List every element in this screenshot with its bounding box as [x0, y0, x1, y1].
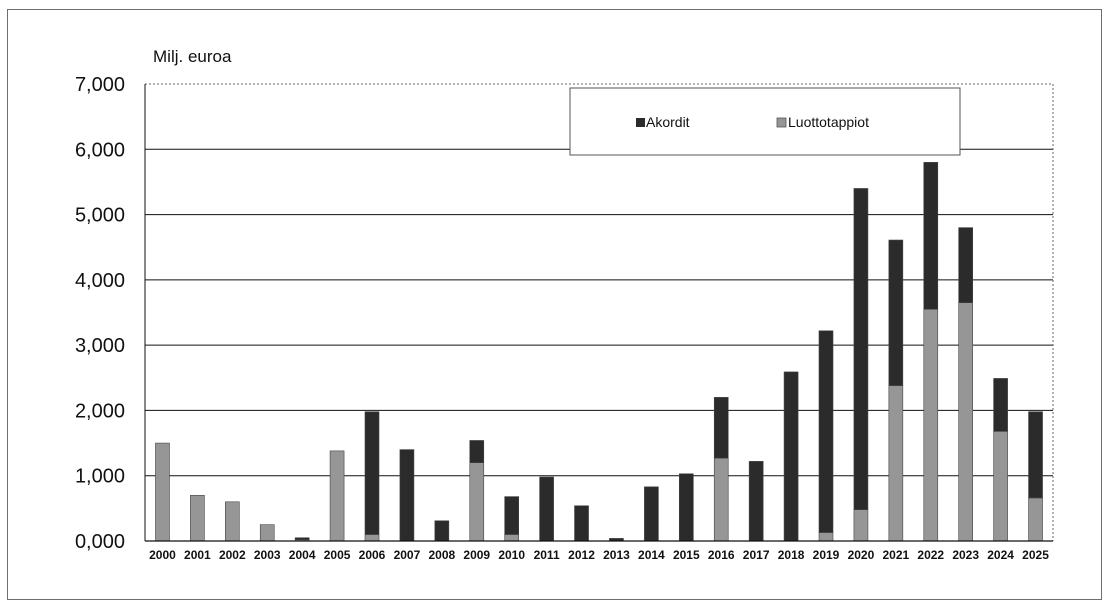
- x-tick-label: 2002: [219, 548, 246, 562]
- y-tick-label: 0,000: [75, 531, 125, 553]
- bars: [145, 162, 1053, 542]
- bar-akordit-2004: [294, 537, 310, 540]
- legend-box: [569, 87, 961, 156]
- bar-akordit-2008: [434, 520, 450, 542]
- x-tick-label: 2012: [568, 548, 595, 562]
- y-tick-label: 5,000: [75, 205, 125, 227]
- legend-swatch-akordit: [636, 118, 645, 127]
- bar-luottotappiot-2023: [958, 302, 973, 542]
- bar-luottotappiot-2003: [259, 524, 275, 542]
- x-tick-label: 2010: [498, 548, 525, 562]
- x-axis-ticks: 2000 2001 2002 2003 2004 2005 2006 2007 2008 2009…: [149, 548, 1049, 562]
- bar-luottotappiot-2009: [469, 462, 485, 542]
- bar-luottotappiot-2016: [713, 457, 729, 542]
- x-tick-label: 2000: [149, 548, 176, 562]
- bar-luottotappiot-2002: [225, 501, 240, 542]
- bar-luottotappiot-2006: [364, 534, 380, 542]
- bar-akordit-2010: [504, 496, 519, 535]
- bar-luottotappiot-2022: [923, 308, 939, 542]
- bar-akordit-2006: [364, 411, 380, 535]
- x-tick-label: 2020: [848, 548, 875, 562]
- legend-label-luottotappiot: Luottotappiot: [788, 114, 869, 130]
- bar-akordit-2018: [783, 371, 799, 542]
- x-tick-label: 2005: [324, 548, 351, 562]
- y-tick-label: 1,000: [75, 466, 125, 488]
- bar-akordit-2020: [853, 188, 869, 510]
- bar-luottotappiot-2021: [888, 385, 904, 542]
- legend-label-akordit: Akordit: [646, 114, 690, 130]
- y-tick-label: 6,000: [75, 139, 125, 161]
- legend: Akordit Luottotappiot: [569, 87, 961, 156]
- x-tick-label: 2016: [708, 548, 735, 562]
- bar-akordit-2011: [539, 476, 554, 542]
- x-tick-label: 2006: [359, 548, 386, 562]
- y-tick-label: 7,000: [75, 74, 125, 96]
- bar-akordit-2017: [748, 461, 764, 542]
- bar-luottotappiot-2019: [818, 532, 834, 542]
- x-tick-label: 2024: [987, 548, 1014, 562]
- x-tick-label: 2021: [882, 548, 909, 562]
- y-tick-label: 4,000: [75, 270, 125, 292]
- x-tick-label: 2023: [952, 548, 979, 562]
- bar-luottotappiot-2025: [1028, 497, 1043, 542]
- bar-luottotappiot-2001: [190, 494, 205, 542]
- bar-akordit-2019: [818, 330, 834, 533]
- x-tick-label: 2014: [638, 548, 665, 562]
- bar-luottotappiot-2005: [329, 450, 345, 542]
- y-axis-ticks: 0,000 1,000 2,000 3,000 4,000 5,000 6,000 7,000: [75, 74, 125, 553]
- bar-luottotappiot-2024: [993, 431, 1008, 542]
- bar-akordit-2009: [469, 440, 485, 463]
- x-tick-label: 2025: [1022, 548, 1049, 562]
- x-tick-label: 2003: [254, 548, 281, 562]
- x-tick-label: 2011: [534, 548, 560, 562]
- bar-akordit-2015: [679, 473, 694, 542]
- bar-akordit-2023: [958, 227, 973, 304]
- bar-akordit-2021: [888, 239, 904, 386]
- bar-akordit-2025: [1028, 411, 1043, 499]
- x-tick-label: 2008: [428, 548, 455, 562]
- x-tick-label: 2001: [184, 548, 211, 562]
- legend-swatch-luottotappiot: [776, 117, 787, 128]
- bar-luottotappiot-2000: [155, 442, 170, 542]
- y-axis-label: Milj. euroa: [153, 47, 232, 66]
- bar-akordit-2022: [923, 162, 939, 310]
- x-tick-label: 2019: [813, 548, 840, 562]
- bar-akordit-2016: [713, 397, 729, 459]
- x-tick-label: 2009: [463, 548, 490, 562]
- x-tick-label: 2007: [394, 548, 421, 562]
- y-tick-label: 2,000: [75, 400, 125, 422]
- x-tick-label: 2015: [673, 548, 700, 562]
- x-tick-label: 2022: [917, 548, 944, 562]
- y-tick-label: 3,000: [75, 335, 125, 357]
- x-tick-label: 2004: [289, 548, 316, 562]
- bar-luottotappiot-2020: [853, 509, 869, 542]
- bar-akordit-2012: [574, 505, 589, 542]
- x-tick-label: 2013: [603, 548, 630, 562]
- bar-akordit-2014: [644, 486, 659, 542]
- bar-akordit-2007: [399, 449, 415, 542]
- x-tick-label: 2018: [778, 548, 805, 562]
- bar-luottotappiot-2010: [504, 534, 519, 542]
- bar-akordit-2024: [993, 378, 1008, 432]
- x-tick-label: 2017: [743, 548, 770, 562]
